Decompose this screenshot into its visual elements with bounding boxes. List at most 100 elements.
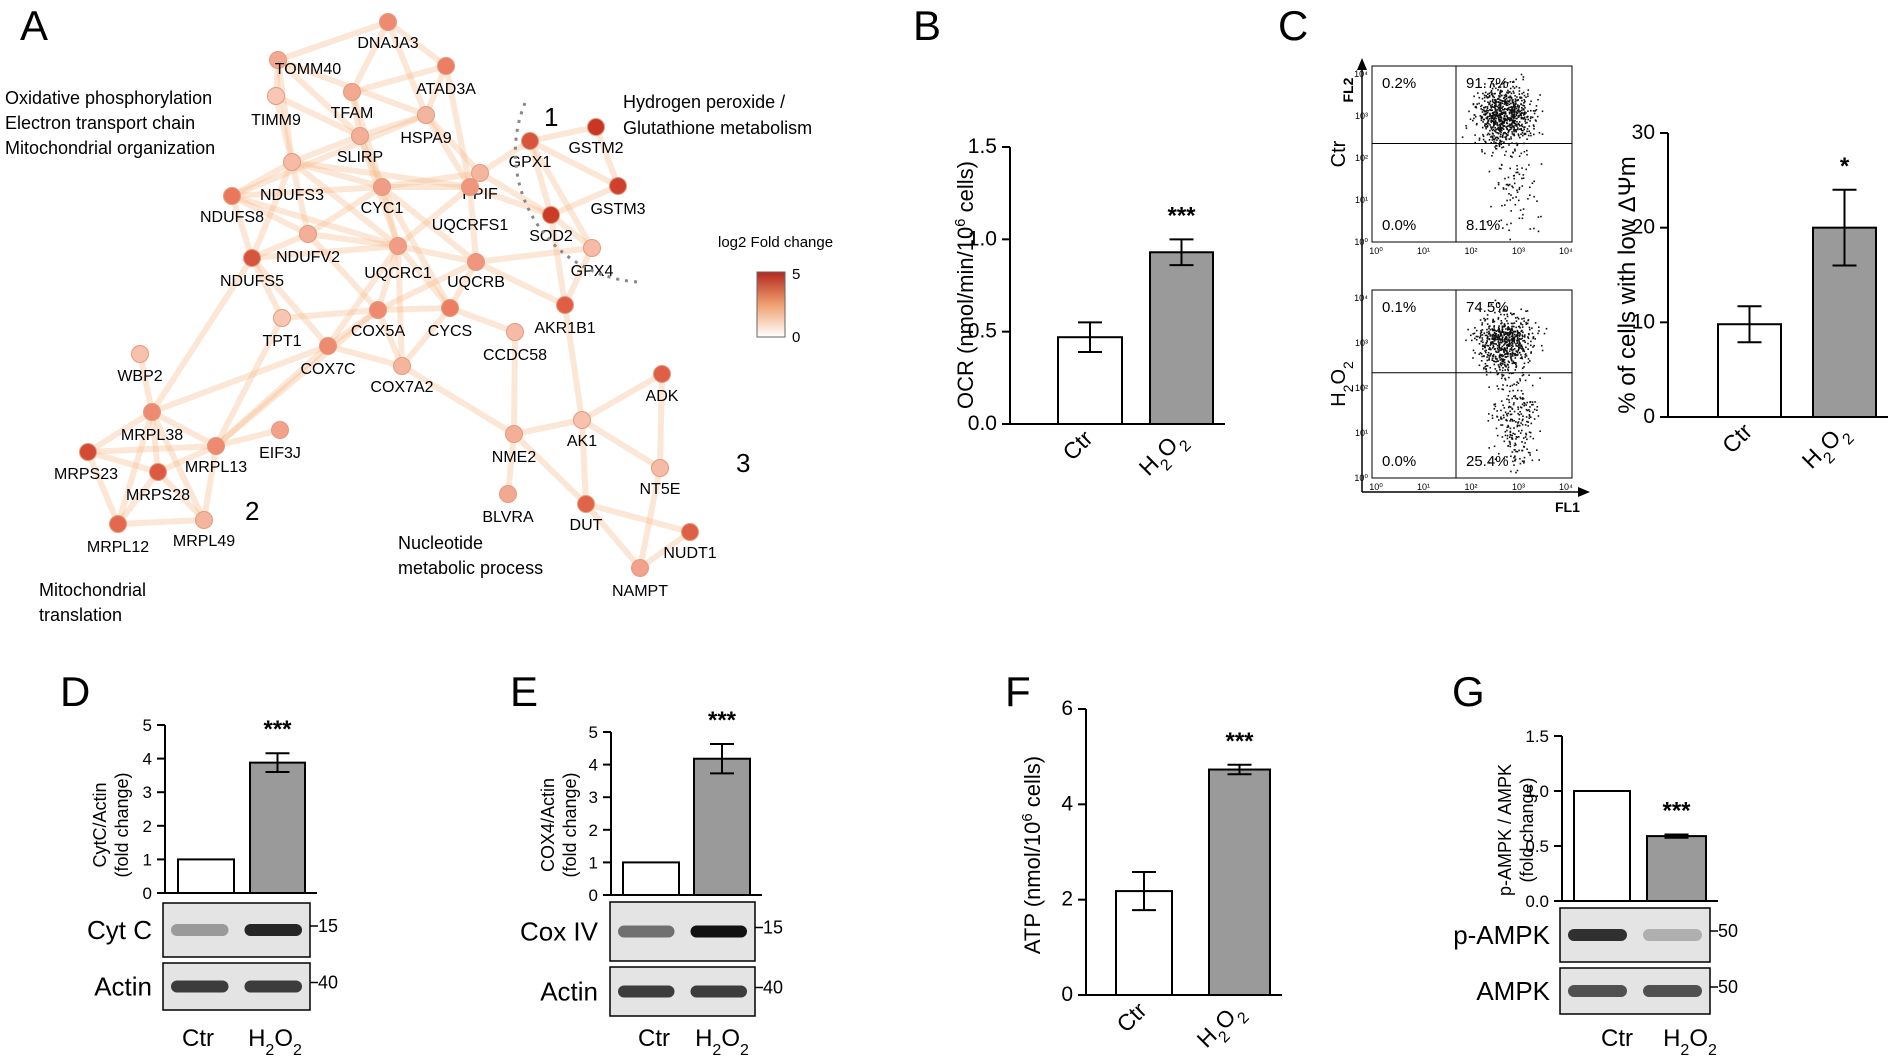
flow-h2o2-event xyxy=(1536,409,1538,411)
flow-h2o2-row-label: H2O2 xyxy=(1328,361,1356,407)
flow-h2o2-event xyxy=(1527,361,1530,364)
flow-ctr-event xyxy=(1507,184,1510,187)
flow-ctr-event xyxy=(1505,126,1507,129)
d-ylabel-2: (fold change) xyxy=(112,772,132,877)
flow-ctr-event xyxy=(1529,186,1531,189)
flow-h2o2-event xyxy=(1500,322,1502,325)
flow-h2o2-event xyxy=(1487,345,1490,347)
network-edge xyxy=(213,315,285,449)
flow-ctr-event xyxy=(1498,107,1501,109)
flow-h2o2-event xyxy=(1512,372,1514,374)
node-label-sod2: SOD2 xyxy=(529,228,573,245)
flow-ctr-xtick: 10² xyxy=(1464,246,1477,256)
flow-h2o2-event xyxy=(1499,332,1502,335)
blot-g-category-ctr: Ctr xyxy=(1601,1025,1633,1052)
flow-ctr-event xyxy=(1509,167,1511,170)
network-edge xyxy=(201,443,219,523)
node-ndufs8 xyxy=(223,187,241,205)
flow-h2o2-event xyxy=(1524,379,1527,382)
flow-h2o2-event xyxy=(1511,451,1514,453)
flow-ctr-event xyxy=(1485,95,1487,97)
node-label-tpt1: TPT1 xyxy=(262,333,301,350)
e-ytick-label: 2 xyxy=(589,821,598,840)
flow-ctr-event xyxy=(1483,96,1486,99)
flow-ctr-event xyxy=(1495,129,1497,131)
network-edge xyxy=(149,409,219,449)
flow-ctr-event xyxy=(1499,108,1501,111)
network-edge xyxy=(325,307,381,349)
flow-h2o2-event xyxy=(1504,317,1507,320)
flow-ctr-event xyxy=(1518,188,1521,191)
flow-ctr-event xyxy=(1494,187,1496,189)
flow-h2o2-event xyxy=(1499,363,1502,366)
flow-h2o2-event xyxy=(1507,340,1509,342)
flow-ctr-event xyxy=(1505,93,1507,96)
flow-h2o2-event xyxy=(1478,364,1481,367)
flow-h2o2-event xyxy=(1523,366,1525,368)
flow-ctr-event xyxy=(1502,82,1505,84)
flow-h2o2-event xyxy=(1491,338,1493,340)
flow-h2o2-event xyxy=(1504,349,1506,351)
flow-h2o2-event xyxy=(1502,388,1505,391)
flow-ctr-event xyxy=(1510,194,1512,196)
flow-h2o2-event xyxy=(1524,354,1527,356)
flow-h2o2-event xyxy=(1524,424,1527,426)
flow-ctr-event xyxy=(1488,139,1491,141)
flow-h2o2-event xyxy=(1520,422,1522,424)
flow-ctr-event xyxy=(1501,127,1504,129)
node-adk xyxy=(653,365,671,383)
flow-h2o2-event xyxy=(1506,456,1508,458)
flow-h2o2-event xyxy=(1508,341,1511,344)
flow-h2o2-event xyxy=(1501,375,1504,377)
flow-h2o2-event xyxy=(1528,431,1531,433)
flow-h2o2-event xyxy=(1501,330,1503,332)
flow-ctr-event xyxy=(1494,107,1496,110)
flow-ctr-event xyxy=(1506,91,1508,94)
network-edge xyxy=(249,159,295,261)
g-ylabel-1: p-AMPK / AMPK xyxy=(1495,764,1515,896)
flow-h2o2-event xyxy=(1526,322,1529,325)
flow-ctr-event xyxy=(1495,120,1497,122)
flow-h2o2-event xyxy=(1494,405,1497,408)
flow-ctr-event xyxy=(1493,118,1495,121)
b-ytick-label: 0.5 xyxy=(968,320,997,343)
flow-ctr-event xyxy=(1504,108,1506,110)
flow-h2o2-event xyxy=(1509,353,1512,356)
flow-ctr-event xyxy=(1492,95,1494,98)
flow-h2o2-event xyxy=(1510,358,1513,360)
flow-h2o2-event xyxy=(1513,337,1515,340)
flow-h2o2-event xyxy=(1484,318,1487,321)
node-mrpl38 xyxy=(143,403,161,421)
flow-h2o2-event xyxy=(1531,384,1534,387)
flow-h2o2-event xyxy=(1499,331,1501,333)
flow-h2o2-event xyxy=(1520,308,1522,311)
flow-h2o2-event xyxy=(1518,352,1521,354)
flow-ctr-event xyxy=(1526,149,1528,152)
flow-h2o2-event xyxy=(1510,357,1512,359)
flow-h2o2-event xyxy=(1517,318,1520,320)
flow-h2o2-event xyxy=(1516,329,1519,332)
network-edge xyxy=(379,184,479,265)
flow-ctr-event xyxy=(1515,124,1518,127)
flow-h2o2-event xyxy=(1509,385,1512,387)
flow-h2o2-event xyxy=(1479,337,1481,339)
flow-h2o2-event xyxy=(1484,319,1486,322)
flow-h2o2-event xyxy=(1501,328,1504,331)
flow-ctr-event xyxy=(1513,111,1516,113)
network-edge xyxy=(562,245,595,308)
flow-ctr-event xyxy=(1494,131,1497,133)
flow-h2o2-event xyxy=(1509,441,1511,444)
flow-h2o2-event xyxy=(1489,325,1491,327)
flow-h2o2-event xyxy=(1498,337,1501,340)
flow-ctr-event xyxy=(1508,144,1510,146)
flow-ctr-event xyxy=(1478,96,1481,99)
flow-ctr-event xyxy=(1490,104,1492,107)
flow-h2o2-event xyxy=(1488,330,1490,333)
flow-ctr-event xyxy=(1505,98,1508,100)
flow-ctr-event xyxy=(1496,128,1498,130)
blot-g-band xyxy=(1568,929,1627,941)
flow-ctr-event xyxy=(1495,141,1497,144)
network-edge xyxy=(149,255,255,415)
flow-h2o2-event xyxy=(1505,338,1508,341)
node-tomm40 xyxy=(269,51,287,69)
